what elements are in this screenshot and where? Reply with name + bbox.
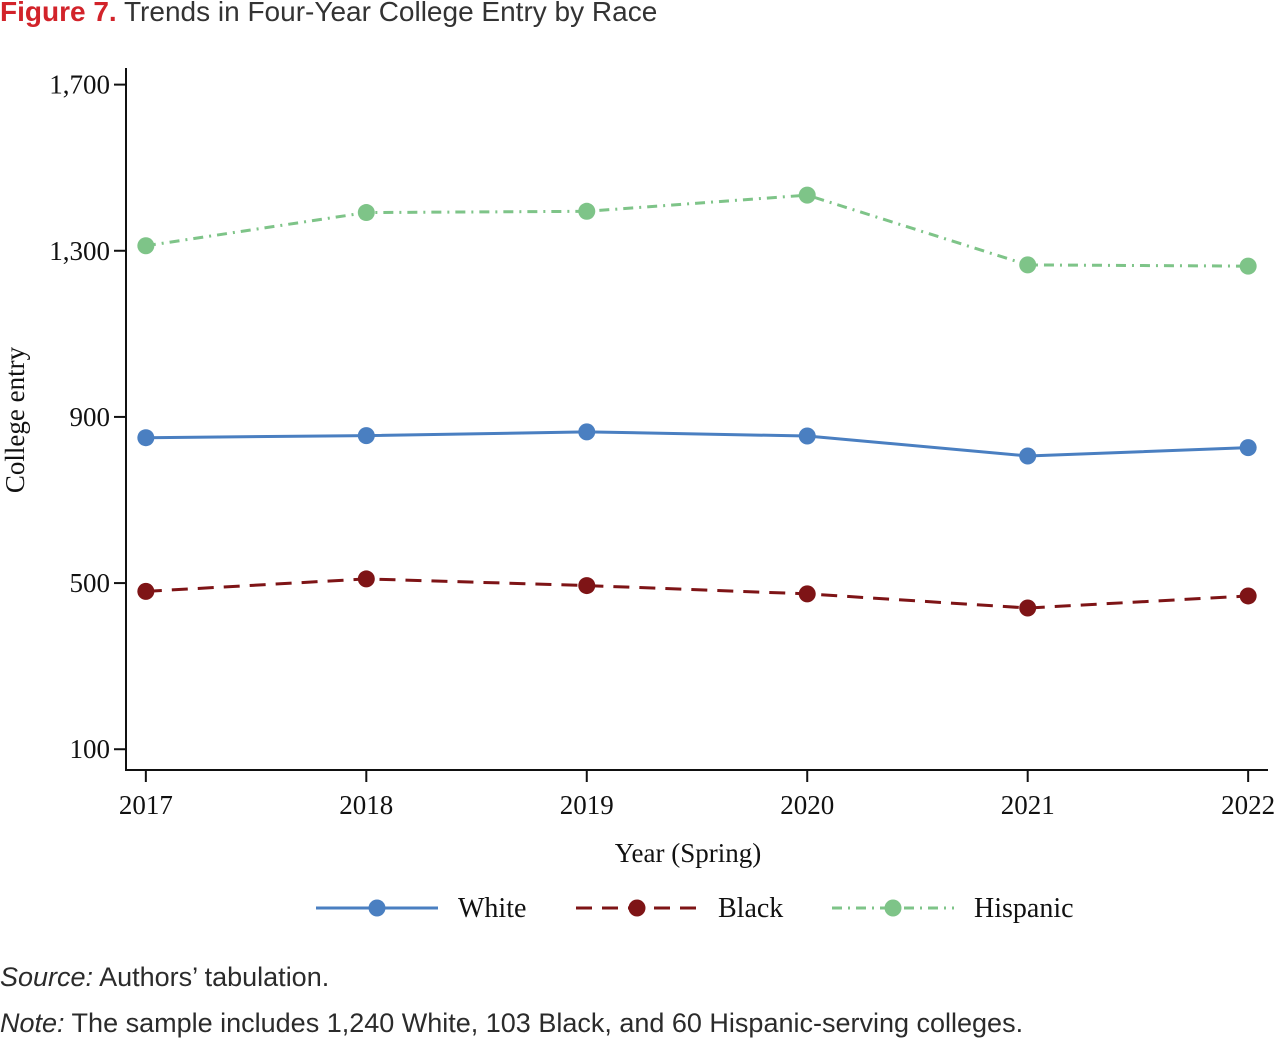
legend-marker-white	[368, 899, 386, 917]
x-tick-label: 2022	[1221, 790, 1275, 820]
source-label: Source:	[0, 962, 94, 992]
x-tick-label: 2017	[119, 790, 173, 820]
x-axis-label: Year (Spring)	[615, 838, 762, 868]
series-line-black	[145, 577, 1249, 610]
note-text: The sample includes 1,240 White, 103 Bla…	[64, 1008, 1024, 1038]
y-tick-label: 100	[70, 734, 111, 764]
data-point-white	[578, 423, 596, 441]
data-point-white	[1239, 439, 1257, 457]
line-chart: 100 500 900 1,300 1,700 2017 2018 2019 2020 2021 2…	[0, 68, 1275, 924]
series-line-white	[145, 430, 1249, 458]
y-axis-label: College entry	[0, 346, 30, 493]
legend-item-hispanic: Hispanic	[832, 893, 1074, 924]
x-tick-label: 2021	[1001, 790, 1055, 820]
legend-marker-hispanic	[884, 899, 902, 917]
source-text: Authors’ tabulation.	[93, 962, 330, 992]
note-label: Note:	[0, 1008, 65, 1038]
figure-number: Figure 7.	[0, 0, 117, 27]
x-tick-label: 2019	[560, 790, 614, 820]
legend-marker-black	[628, 899, 646, 917]
note-line: Note: The sample includes 1,240 White, 1…	[0, 1008, 1023, 1039]
data-point-white	[1019, 447, 1037, 465]
data-point-black	[578, 577, 596, 595]
data-point-black	[357, 570, 375, 588]
data-point-white	[137, 429, 155, 447]
legend-item-black: Black	[576, 893, 783, 924]
chart-legend: White Black Hispanic	[316, 893, 1074, 924]
data-point-black	[137, 582, 155, 600]
y-tick-label: 1,700	[49, 70, 110, 100]
data-point-white	[798, 427, 816, 445]
x-tick-label: 2018	[339, 790, 393, 820]
legend-label-hispanic: Hispanic	[974, 893, 1074, 924]
data-point-white	[357, 427, 375, 445]
y-tick-label: 900	[70, 402, 111, 432]
legend-label-black: Black	[718, 893, 783, 924]
data-point-black	[798, 585, 816, 603]
chart-series	[137, 186, 1257, 617]
y-tick-label: 500	[70, 568, 111, 598]
chart-axes: 100 500 900 1,300 1,700 2017 2018 2019 2020 2021 2…	[49, 68, 1275, 820]
figure-title: Figure 7. Trends in Four-Year College En…	[0, 0, 657, 30]
y-tick-label: 1,300	[49, 236, 110, 266]
data-point-hispanic	[798, 186, 816, 204]
legend-item-white: White	[316, 893, 526, 924]
series-line-hispanic	[145, 193, 1249, 268]
data-point-hispanic	[137, 237, 155, 255]
data-point-hispanic	[357, 204, 375, 222]
data-point-black	[1239, 587, 1257, 605]
data-point-hispanic	[578, 202, 596, 220]
data-point-hispanic	[1019, 256, 1037, 274]
data-point-hispanic	[1239, 257, 1257, 275]
source-line: Source: Authors’ tabulation.	[0, 962, 329, 993]
x-tick-label: 2020	[780, 790, 834, 820]
figure-title-text: Trends in Four-Year College Entry by Rac…	[123, 0, 658, 27]
legend-label-white: White	[458, 893, 526, 924]
data-point-black	[1019, 599, 1037, 617]
